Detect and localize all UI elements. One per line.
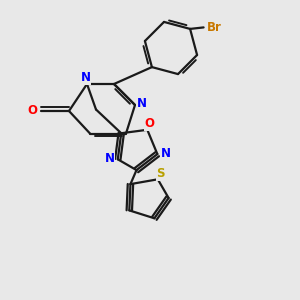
Text: N: N bbox=[80, 71, 91, 84]
Text: N: N bbox=[104, 152, 114, 165]
Text: O: O bbox=[27, 104, 37, 118]
Text: O: O bbox=[145, 117, 155, 130]
Text: N: N bbox=[161, 147, 171, 160]
Text: S: S bbox=[157, 167, 165, 180]
Text: N: N bbox=[136, 97, 147, 110]
Text: Br: Br bbox=[207, 21, 221, 34]
